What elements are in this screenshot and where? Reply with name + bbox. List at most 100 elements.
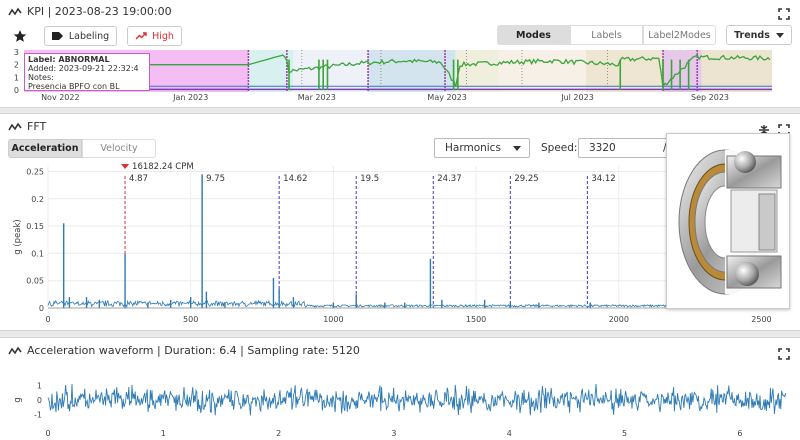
kpi-x-tick-label: Nov 2022 xyxy=(41,93,80,102)
bearing-illustration xyxy=(678,149,785,295)
fft-harmonic-label: 24.37 xyxy=(437,174,461,184)
fft-title: FFT xyxy=(27,120,47,133)
waveform-title-row: Acceleration waveform | Duration: 6.4 | … xyxy=(8,344,360,357)
waveform-y-tick-label: -1 xyxy=(34,410,42,419)
tab-labels-label: Labels xyxy=(591,29,622,41)
speed-label: Speed: xyxy=(541,142,578,154)
chevron-down-icon xyxy=(513,145,521,151)
fft-x-tick-label: 2500 xyxy=(751,315,771,324)
trends-dropdown[interactable]: Trends xyxy=(726,25,792,45)
waveform-y-axis-label: g xyxy=(13,397,23,402)
kpi-x-tick-label: Sep 2023 xyxy=(691,93,729,102)
harmonics-select-label: Harmonics xyxy=(445,142,501,154)
tag-icon xyxy=(51,32,63,40)
harmonics-select[interactable]: Harmonics xyxy=(434,138,530,158)
kpi-mode-band xyxy=(455,50,499,92)
fft-harmonic-label: 34.12 xyxy=(591,174,615,184)
fft-y-tick-label: 0.15 xyxy=(26,222,44,231)
kpi-title: KPI | 2023-08-23 19:00:00 xyxy=(27,5,172,18)
waveform-x-tick-label: 1 xyxy=(161,429,166,438)
trend-wave-icon xyxy=(8,122,22,130)
fft-x-tick-label: 1000 xyxy=(323,315,343,324)
fft-y-tick-label: 0.1 xyxy=(31,249,44,258)
tooltip-label: Label: ABNORMAL xyxy=(28,55,110,64)
kpi-mode-bands xyxy=(24,50,772,92)
trend-wave-icon xyxy=(8,346,22,354)
fft-harmonic-label: 19.5 xyxy=(360,174,379,184)
waveform-x-tick-label: 5 xyxy=(622,429,627,438)
fft-marker-label: 16182.24 CPM xyxy=(132,162,194,172)
kpi-x-tick-label: Jan 2023 xyxy=(172,93,208,102)
fft-y-tick-label: 0.05 xyxy=(26,277,44,286)
waveform-y-tick-label: 0 xyxy=(37,396,42,405)
kpi-mode-band xyxy=(248,50,294,92)
high-button[interactable]: High xyxy=(127,26,182,46)
kpi-trend-chart[interactable]: 3 2 1 0 Nov 2022 Jan 2023 Mar 2023 May 2023 Jul … xyxy=(0,48,800,104)
tab-labels[interactable]: Labels xyxy=(570,25,643,45)
fft-harmonic-label: 14.62 xyxy=(283,174,307,184)
tooltip-added: Added: 2023-09-21 22:32:4 xyxy=(28,64,139,73)
high-button-label: High xyxy=(152,30,174,42)
kpi-mode-band xyxy=(293,50,369,92)
fft-title-row: FFT xyxy=(8,120,46,133)
waveform-title: Acceleration waveform | Duration: 6.4 | … xyxy=(27,344,360,357)
fft-x-tick-label: 500 xyxy=(183,315,198,324)
kpi-mode-band xyxy=(368,50,456,92)
chevron-down-icon xyxy=(775,32,784,38)
tab-acceleration[interactable]: Acceleration xyxy=(8,139,82,158)
kpi-mode-band xyxy=(586,50,664,92)
fft-y-tick-label: 0.2 xyxy=(31,195,44,204)
tab-modes-label: Modes xyxy=(516,29,551,41)
tab-velocity-label: Velocity xyxy=(100,143,138,154)
waveform-series xyxy=(47,383,787,416)
tab-label2modes[interactable]: Label2Modes xyxy=(643,25,716,45)
tab-acceleration-label: Acceleration xyxy=(11,143,79,154)
star-icon[interactable] xyxy=(13,29,27,43)
fft-y-tick-label: 0 xyxy=(39,304,44,313)
trend-wave-icon xyxy=(8,7,22,15)
kpi-x-tick-label: Mar 2023 xyxy=(298,93,336,102)
tab-label2modes-label: Label2Modes xyxy=(648,29,711,41)
fft-harmonic-label: 29.25 xyxy=(514,174,538,184)
fft-harmonic-lines: 4.87 9.75 14.62 19.5 24.37 29.25 34.12 16182.24… xyxy=(121,162,616,308)
kpi-x-tick-label: May 2023 xyxy=(427,93,466,102)
bearing-image xyxy=(666,133,790,309)
speed-unit: / xyxy=(663,142,667,154)
tab-velocity[interactable]: Velocity xyxy=(82,139,156,158)
fft-x-tick-label: 0 xyxy=(45,315,50,324)
expand-icon[interactable] xyxy=(778,124,790,136)
fft-noise-floor xyxy=(47,299,790,309)
tooltip-note-text: Presencia BPFO con BL xyxy=(28,82,120,91)
waveform-x-tick-label: 4 xyxy=(507,429,512,438)
kpi-axes: 3 2 1 0 Nov 2022 Jan 2023 Mar 2023 May 2023 Jul … xyxy=(14,48,729,102)
fft-harmonic-label: 9.75 xyxy=(206,174,225,184)
fft-x-tick-label: 2000 xyxy=(609,315,629,324)
label-tooltip: Label: ABNORMAL Added: 2023-09-21 22:32:… xyxy=(24,53,150,91)
tab-modes[interactable]: Modes xyxy=(497,25,570,45)
kpi-x-tick-label: Jul 2023 xyxy=(560,93,594,102)
expand-icon[interactable] xyxy=(778,8,790,20)
waveform-axes: -1 0 1 0 1 2 3 4 5 6 g xyxy=(13,382,742,438)
fft-spectrum-series xyxy=(47,174,790,309)
kpi-mode-band xyxy=(498,50,587,92)
trending-up-icon xyxy=(135,32,147,40)
waveform-x-tick-label: 0 xyxy=(45,429,50,438)
kpi-y-tick-label: 2 xyxy=(14,61,19,70)
speed-input[interactable]: 3320 / xyxy=(578,138,668,158)
waveform-panel: Acceleration waveform | Duration: 6.4 | … xyxy=(0,337,800,440)
tooltip-notes: Notes: xyxy=(28,73,54,82)
waveform-x-tick-label: 3 xyxy=(391,429,396,438)
kpi-y-tick-label: 0 xyxy=(14,86,19,95)
fft-y-axis-label: g (peak) xyxy=(13,219,23,255)
labeling-button[interactable]: Labeling xyxy=(44,26,117,46)
kpi-panel: KPI | 2023-08-23 19:00:00 Labeling High … xyxy=(0,0,800,108)
fft-marker-triangle xyxy=(121,164,130,169)
waveform-chart[interactable]: -1 0 1 0 1 2 3 4 5 6 g xyxy=(0,368,800,440)
fft-y-tick-label: 0.25 xyxy=(26,167,44,176)
waveform-x-tick-label: 2 xyxy=(276,429,281,438)
speed-value: 3320 xyxy=(589,142,616,154)
waveform-line xyxy=(47,383,787,416)
kpi-title-row: KPI | 2023-08-23 19:00:00 xyxy=(8,5,172,18)
fft-x-tick-label: 1500 xyxy=(466,315,486,324)
expand-icon[interactable] xyxy=(778,348,790,360)
